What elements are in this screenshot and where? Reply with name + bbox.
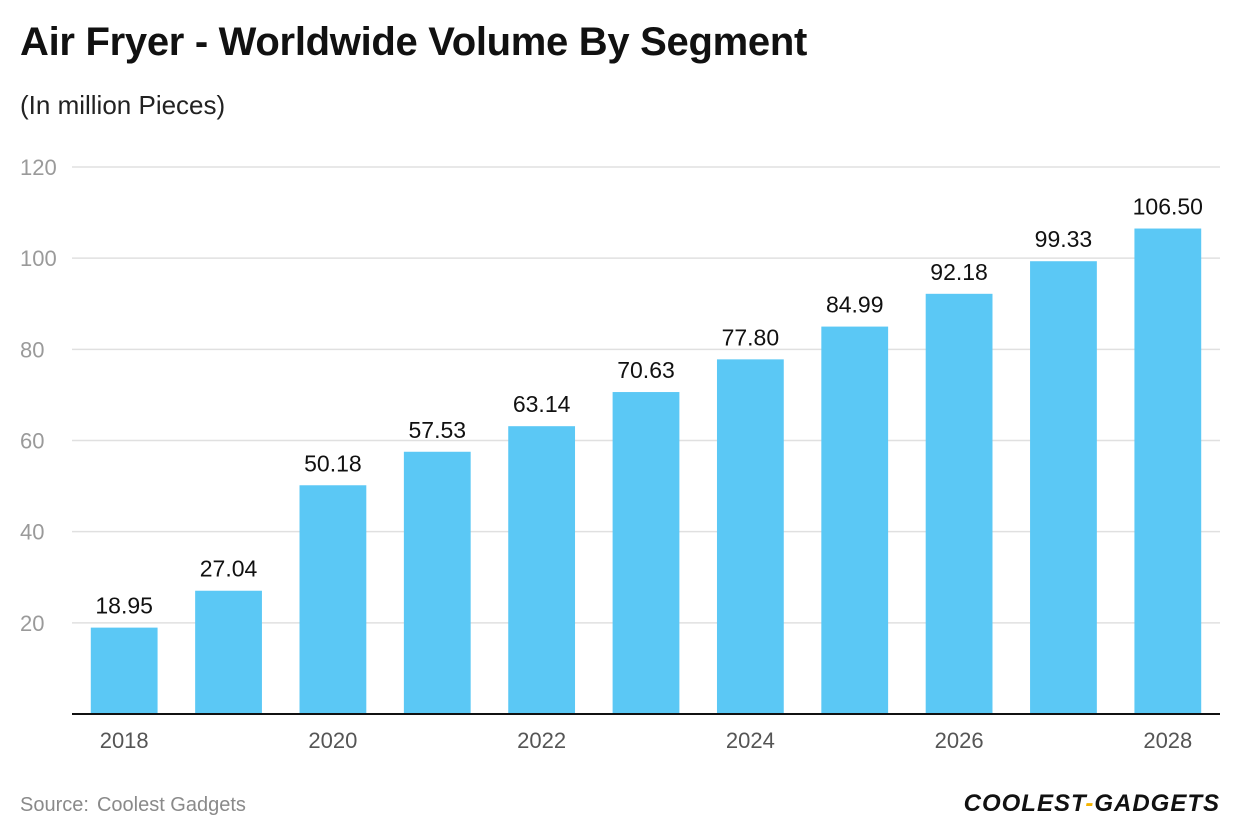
bars xyxy=(90,228,1202,714)
x-tick-label: 2020 xyxy=(308,728,357,753)
bar-2024 xyxy=(716,359,784,714)
data-label-2021: 57.53 xyxy=(408,417,466,443)
chart-title: Air Fryer - Worldwide Volume By Segment xyxy=(20,20,807,64)
bar-2027 xyxy=(1030,261,1097,714)
data-label-2024: 77.80 xyxy=(722,324,780,350)
source-note: Source: Coolest Gadgets xyxy=(20,794,246,817)
data-label-2027: 99.33 xyxy=(1035,226,1093,252)
y-tick-label: 80 xyxy=(20,337,44,362)
x-tick-label: 2026 xyxy=(935,728,984,753)
data-label-2025: 84.99 xyxy=(826,292,884,318)
bar-2021 xyxy=(403,451,471,714)
x-axis-ticks: 2018 2020 2022 2024 2026 2028 xyxy=(100,728,1193,753)
chart-subtitle: (In million Pieces) xyxy=(20,90,226,120)
data-label-2023: 70.63 xyxy=(617,357,675,383)
x-tick-label: 2018 xyxy=(100,728,149,753)
bar-2026 xyxy=(925,293,993,714)
bar-2028 xyxy=(1134,228,1202,714)
data-label-2026: 92.18 xyxy=(930,259,988,285)
data-labels: 18.95 27.04 50.18 57.53 63.14 70.63 77.80 84.99… xyxy=(95,194,1203,619)
data-label-2018: 18.95 xyxy=(95,593,153,619)
bar-2019 xyxy=(195,590,262,714)
x-tick-label: 2022 xyxy=(517,728,566,753)
x-tick-label: 2028 xyxy=(1143,728,1192,753)
data-label-2020: 50.18 xyxy=(304,450,362,476)
logo-dash: - xyxy=(1085,790,1095,817)
data-label-2028: 106.50 xyxy=(1133,194,1203,220)
data-label-2022: 63.14 xyxy=(513,391,571,417)
source-name: Coolest Gadgets xyxy=(96,794,246,816)
bar-2022 xyxy=(508,426,576,714)
bar-2020 xyxy=(299,485,367,714)
y-tick-label: 100 xyxy=(20,246,57,271)
bar-2025 xyxy=(821,326,889,714)
logo-text-left: COOLEST xyxy=(963,790,1086,817)
logo-text-right: GADGETS xyxy=(1094,790,1220,817)
y-tick-label: 40 xyxy=(20,520,44,545)
x-tick-label: 2024 xyxy=(726,728,775,753)
y-tick-label: 60 xyxy=(20,429,44,454)
y-tick-label: 120 xyxy=(20,155,57,180)
bar-2023 xyxy=(612,392,680,714)
y-axis-ticks: 20 40 60 80 100 120 xyxy=(20,155,57,636)
data-label-2019: 27.04 xyxy=(200,556,258,582)
source-label: Source: xyxy=(20,794,89,816)
y-tick-label: 20 xyxy=(20,611,44,636)
coolest-gadgets-logo: COOLEST-GADGETS xyxy=(964,790,1220,818)
bar-2018 xyxy=(90,627,158,714)
